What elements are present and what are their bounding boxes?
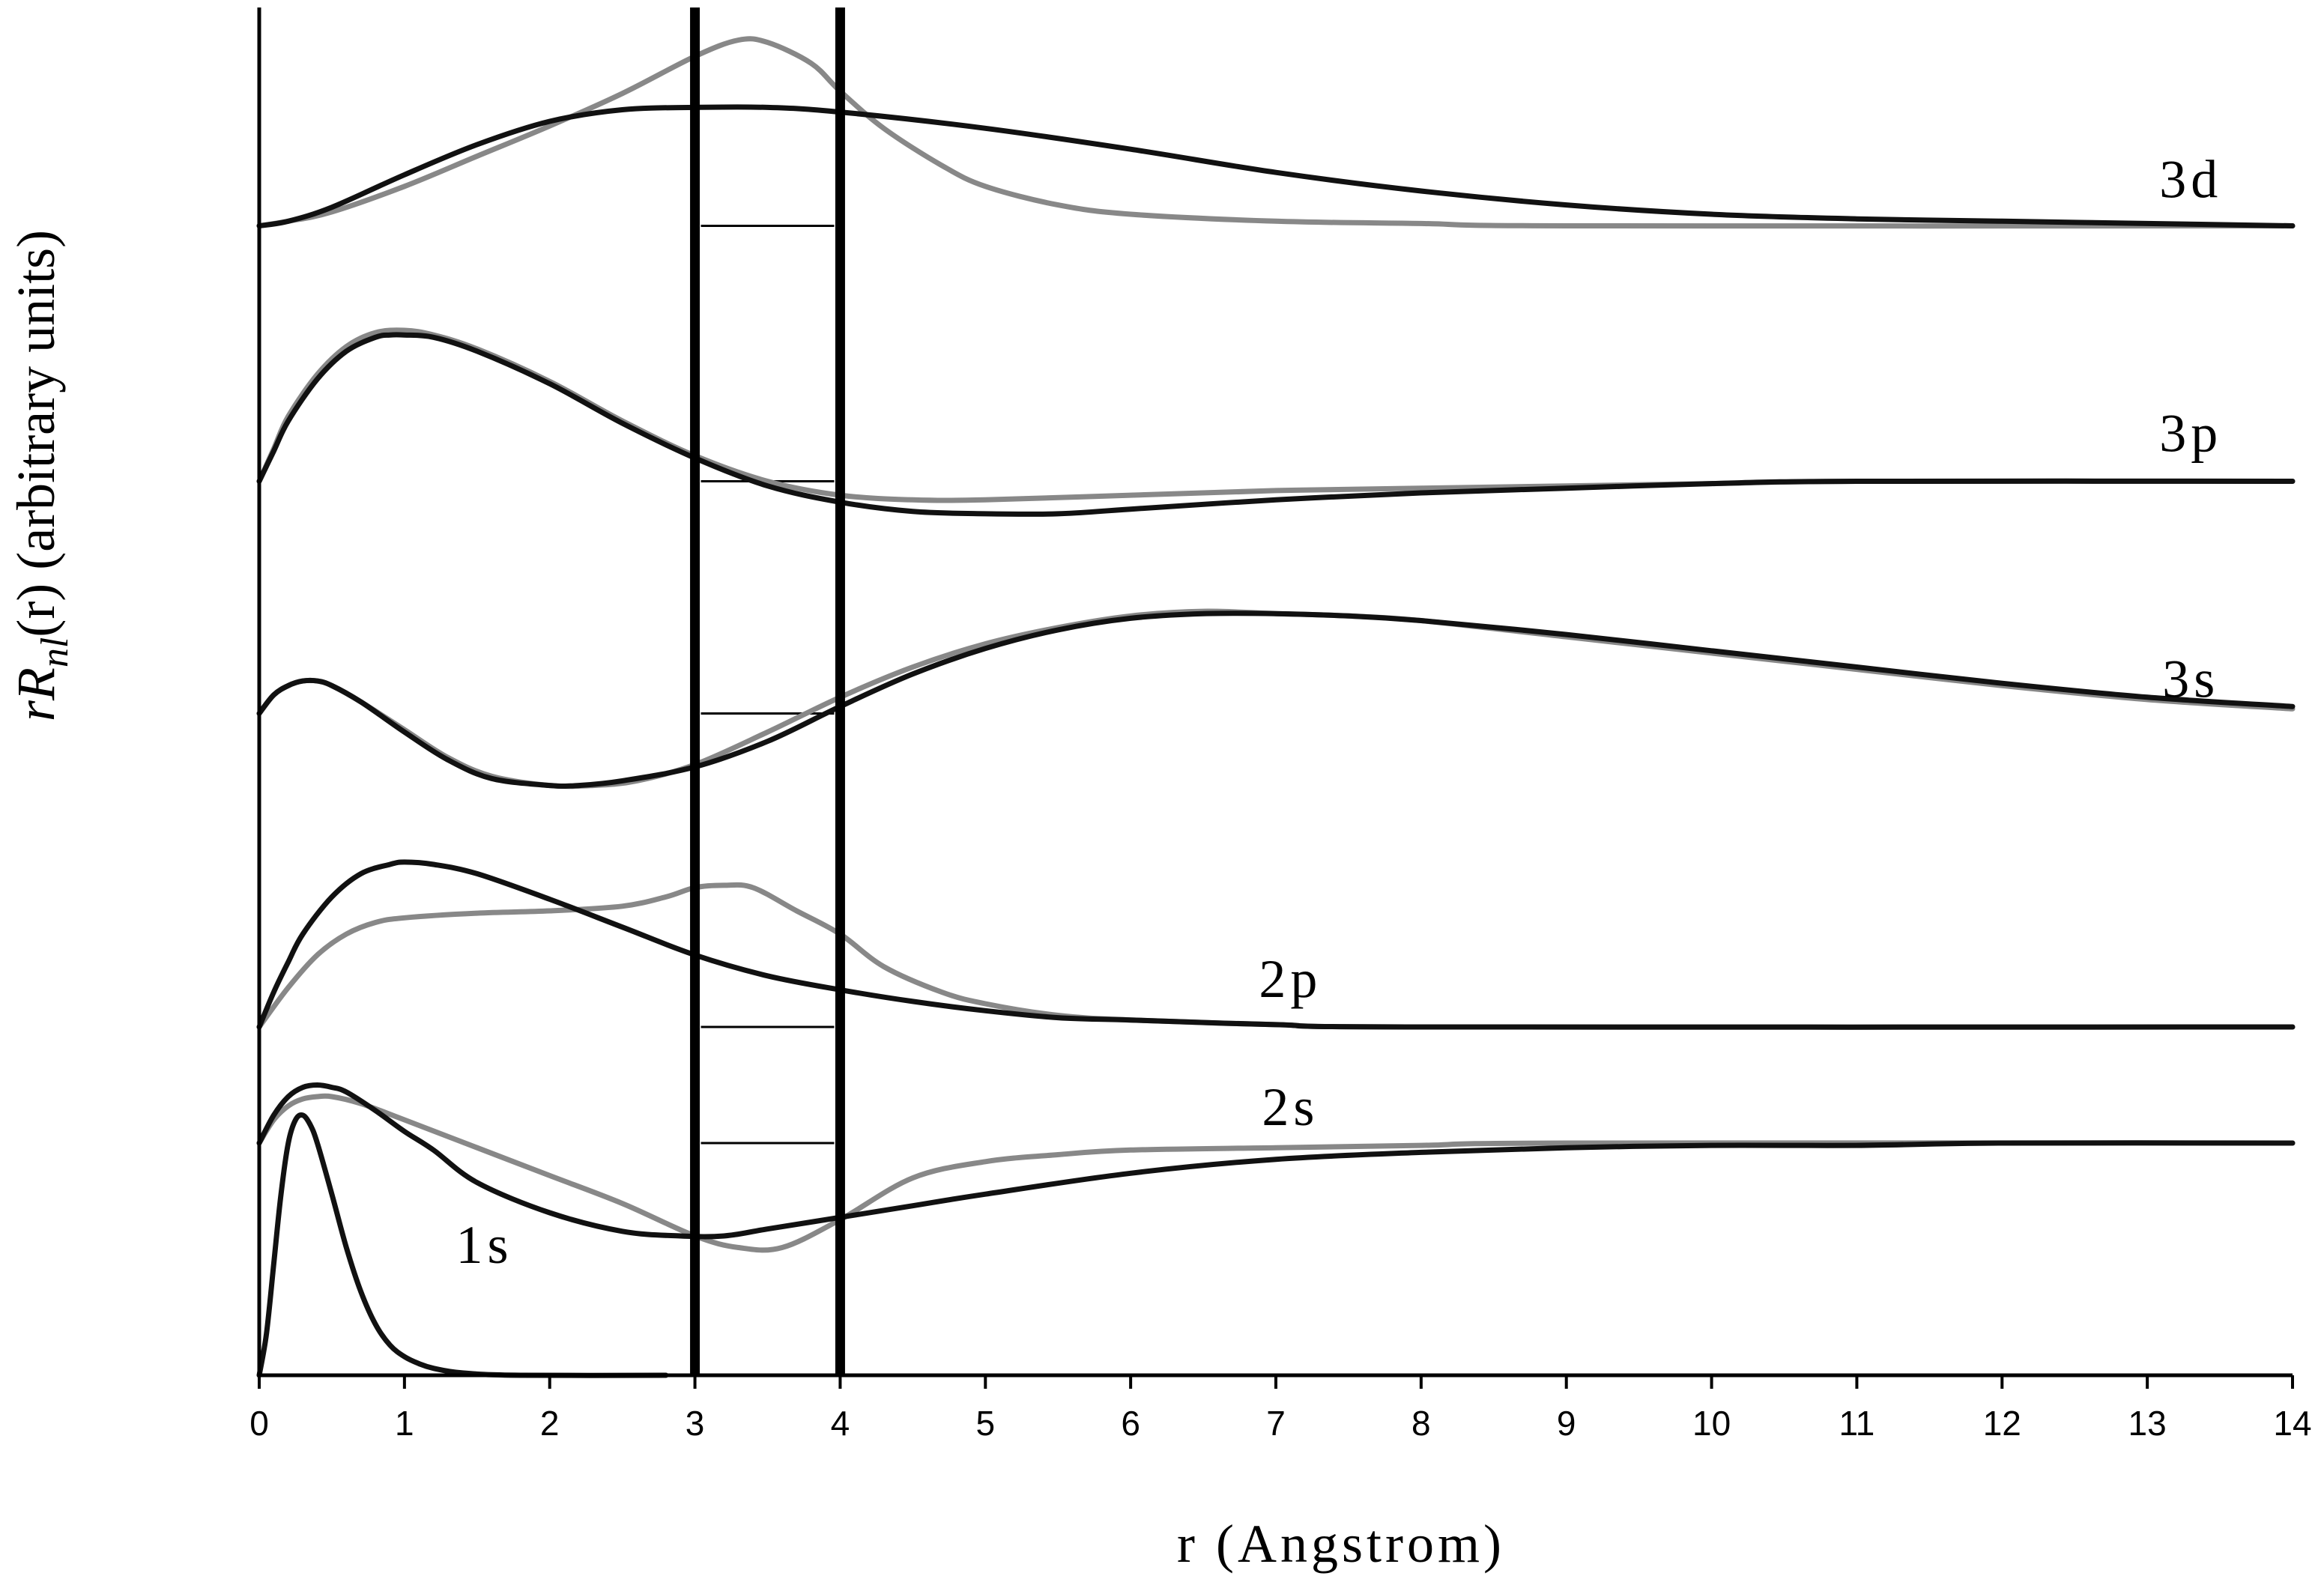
axes-layer <box>257 7 2293 1378</box>
x-tick-label: 6 <box>1121 1404 1140 1443</box>
curve-label-3d: 3d <box>2159 150 2222 210</box>
y-axis-title-suffix: (r) (arbitrary units) <box>6 230 66 637</box>
x-ticks: 0 1 2 3 4 5 6 7 8 9 10 11 12 13 14 <box>249 1375 2312 1443</box>
series-line-3p-primary <box>256 332 2296 517</box>
x-tick-label: 10 <box>1692 1404 1731 1443</box>
y-axis-title-subscript: nl <box>34 637 76 667</box>
y-axis-title-prefix: rR <box>6 667 66 721</box>
series-line-2s-primary <box>256 1082 2296 1240</box>
series-line-3s-primary <box>256 610 2296 790</box>
series-line-2p-primary <box>256 859 2296 1030</box>
curve-label-2s: 2s <box>1262 1077 1319 1137</box>
series-line-3d-primary <box>256 104 2296 228</box>
x-tick-label: 8 <box>1411 1404 1431 1443</box>
x-tick-label: 9 <box>1557 1404 1576 1443</box>
x-tick-label: 1 <box>395 1404 414 1443</box>
curve-label-3s: 3s <box>2162 649 2219 709</box>
curves-layer <box>256 36 2296 1378</box>
x-tick-label: 2 <box>540 1404 560 1443</box>
x-tick-label: 5 <box>975 1404 995 1443</box>
curve-labels: 1s 2s 2p 3s 3p 3d <box>456 150 2222 1276</box>
series-line-3d-secondary <box>256 36 2296 229</box>
x-tick-label: 7 <box>1266 1404 1286 1443</box>
series-line-1s-primary <box>256 1112 669 1378</box>
x-axis-title: r (Angstrom) <box>1177 1514 1505 1574</box>
series-line-3s-secondary <box>256 608 2296 790</box>
x-tick-label: 13 <box>2128 1404 2167 1443</box>
x-tick-label: 12 <box>1983 1404 2021 1443</box>
x-tick-label: 3 <box>686 1404 705 1443</box>
y-axis-title: rRnl(r) (arbitrary units) <box>6 230 76 721</box>
series-line-2s-secondary <box>256 1093 2296 1253</box>
x-tick-label: 11 <box>1839 1404 1875 1443</box>
x-tick-label: 14 <box>2273 1404 2311 1443</box>
curve-label-1s: 1s <box>456 1215 512 1275</box>
curve-label-3p: 3p <box>2159 404 2222 464</box>
x-tick-label: 4 <box>831 1404 850 1443</box>
curve-label-2p: 2p <box>1259 949 1322 1009</box>
x-tick-label: 0 <box>249 1404 269 1443</box>
series-line-3p-secondary <box>256 327 2296 503</box>
